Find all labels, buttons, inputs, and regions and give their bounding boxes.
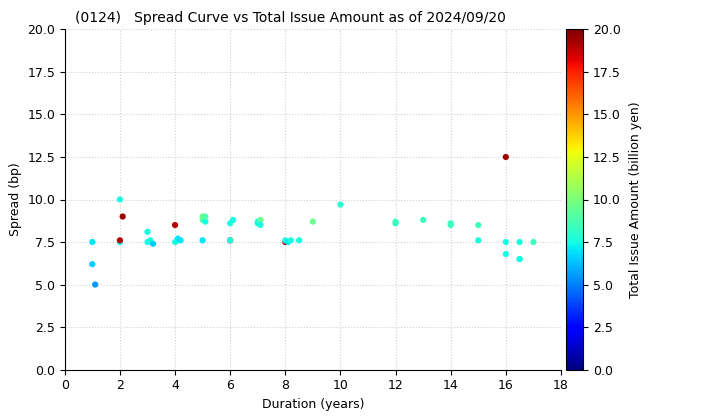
Point [390,220,401,227]
Point [514,256,526,262]
Point [197,237,208,244]
Point [472,222,484,228]
Point [114,239,126,245]
Point [225,220,236,227]
Point [169,222,181,228]
Point [114,237,126,244]
Point [514,239,526,245]
Point [114,196,126,203]
Point [142,228,153,235]
Point [514,256,526,262]
Y-axis label: Spread (bp): Spread (bp) [9,163,22,236]
Point [86,239,98,245]
Point [197,217,208,223]
Point [225,237,236,244]
Point [445,222,456,228]
Point [145,237,156,244]
Point [279,237,291,244]
Point [335,201,346,208]
Point [172,235,184,242]
X-axis label: Duration (years): Duration (years) [261,398,364,411]
Point [255,217,266,223]
Point [500,239,512,245]
Point [148,240,159,247]
Point [252,218,264,225]
Point [199,213,211,220]
Point [252,220,264,227]
Point [279,239,291,245]
Point [117,213,128,220]
Point [285,237,297,244]
Point [169,239,181,245]
Point [255,222,266,228]
Point [390,218,401,225]
Point [86,261,98,268]
Point [225,237,236,244]
Point [472,237,484,244]
Point [293,237,305,244]
Point [142,239,153,245]
Point [307,218,319,225]
Point [445,220,456,227]
Point [197,213,208,220]
Point [500,154,512,160]
Point [228,217,239,223]
Point [528,239,539,245]
Point [199,218,211,225]
Point [175,237,186,244]
Point [282,239,294,245]
Point [500,251,512,257]
Point [89,281,101,288]
Point [172,237,184,244]
Point [418,217,429,223]
Text: (0124)   Spread Curve vs Total Issue Amount as of 2024/09/20: (0124) Spread Curve vs Total Issue Amoun… [75,11,505,26]
Y-axis label: Total Issue Amount (billion yen): Total Issue Amount (billion yen) [629,101,642,298]
